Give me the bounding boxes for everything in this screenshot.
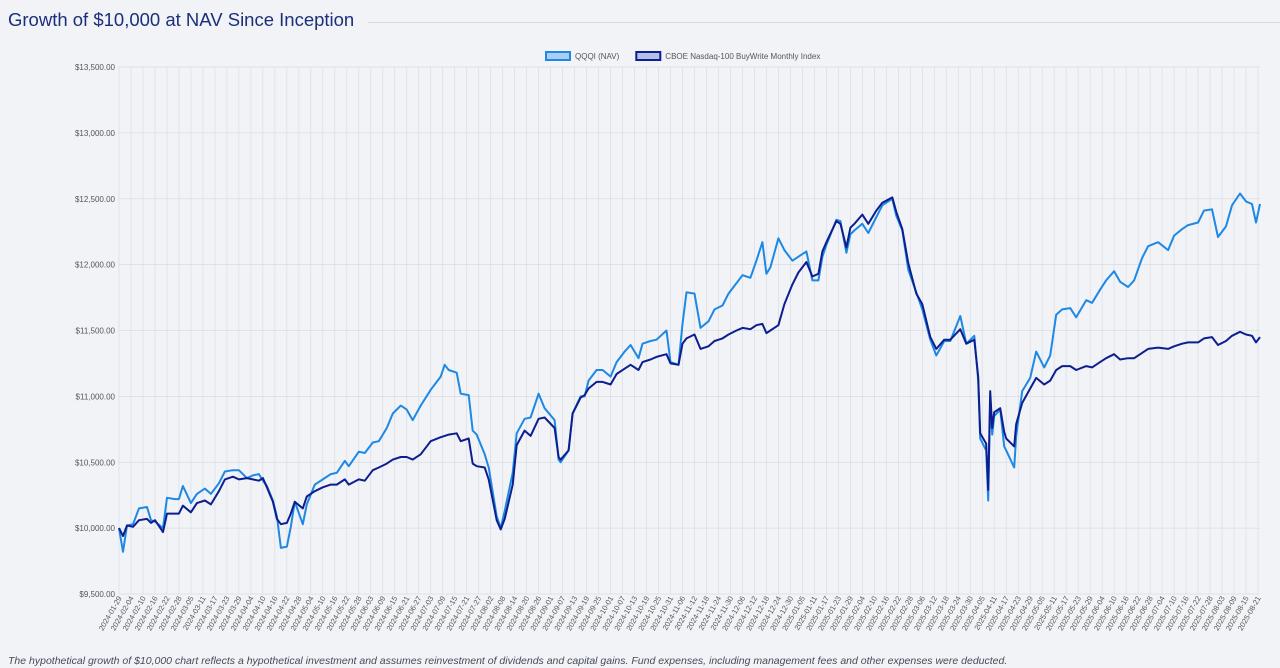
y-tick-label: $11,000.00 [76,392,116,401]
y-tick-label: $11,500.00 [76,327,116,336]
legend-label: CBOE Nasdaq-100 BuyWrite Monthly Index [665,52,820,61]
legend-swatch [545,51,571,61]
title-divider [368,21,1280,23]
y-tick-label: $9,500.00 [79,590,115,599]
y-tick-label: $12,500.00 [75,195,116,204]
gridlines [118,66,1260,595]
legend-label: QQQI (NAV) [575,52,620,61]
legend-swatch [635,51,662,61]
title-row: Growth of $10,000 at NAV Since Inception [8,6,1280,34]
series-line-qqqi [118,192,1261,553]
y-tick-label: $13,500.00 [75,63,116,72]
y-tick-label: $13,000.00 [75,129,116,138]
y-tick-label: $10,000.00 [75,524,116,533]
legend: QQQI (NAV) CBOE Nasdaq-100 BuyWrite Month… [545,51,820,61]
y-tick-label: $10,500.00 [75,458,116,467]
footnote: The hypothetical growth of $10,000 chart… [8,655,1008,667]
page-title: Growth of $10,000 at NAV Since Inception [8,9,355,30]
y-tick-label: $12,000.00 [75,261,116,270]
series-line-index [118,196,1261,537]
growth-chart: $9,500.00 $10,000.00 $10,500.00 $11,000.00 $… [75,51,1263,632]
